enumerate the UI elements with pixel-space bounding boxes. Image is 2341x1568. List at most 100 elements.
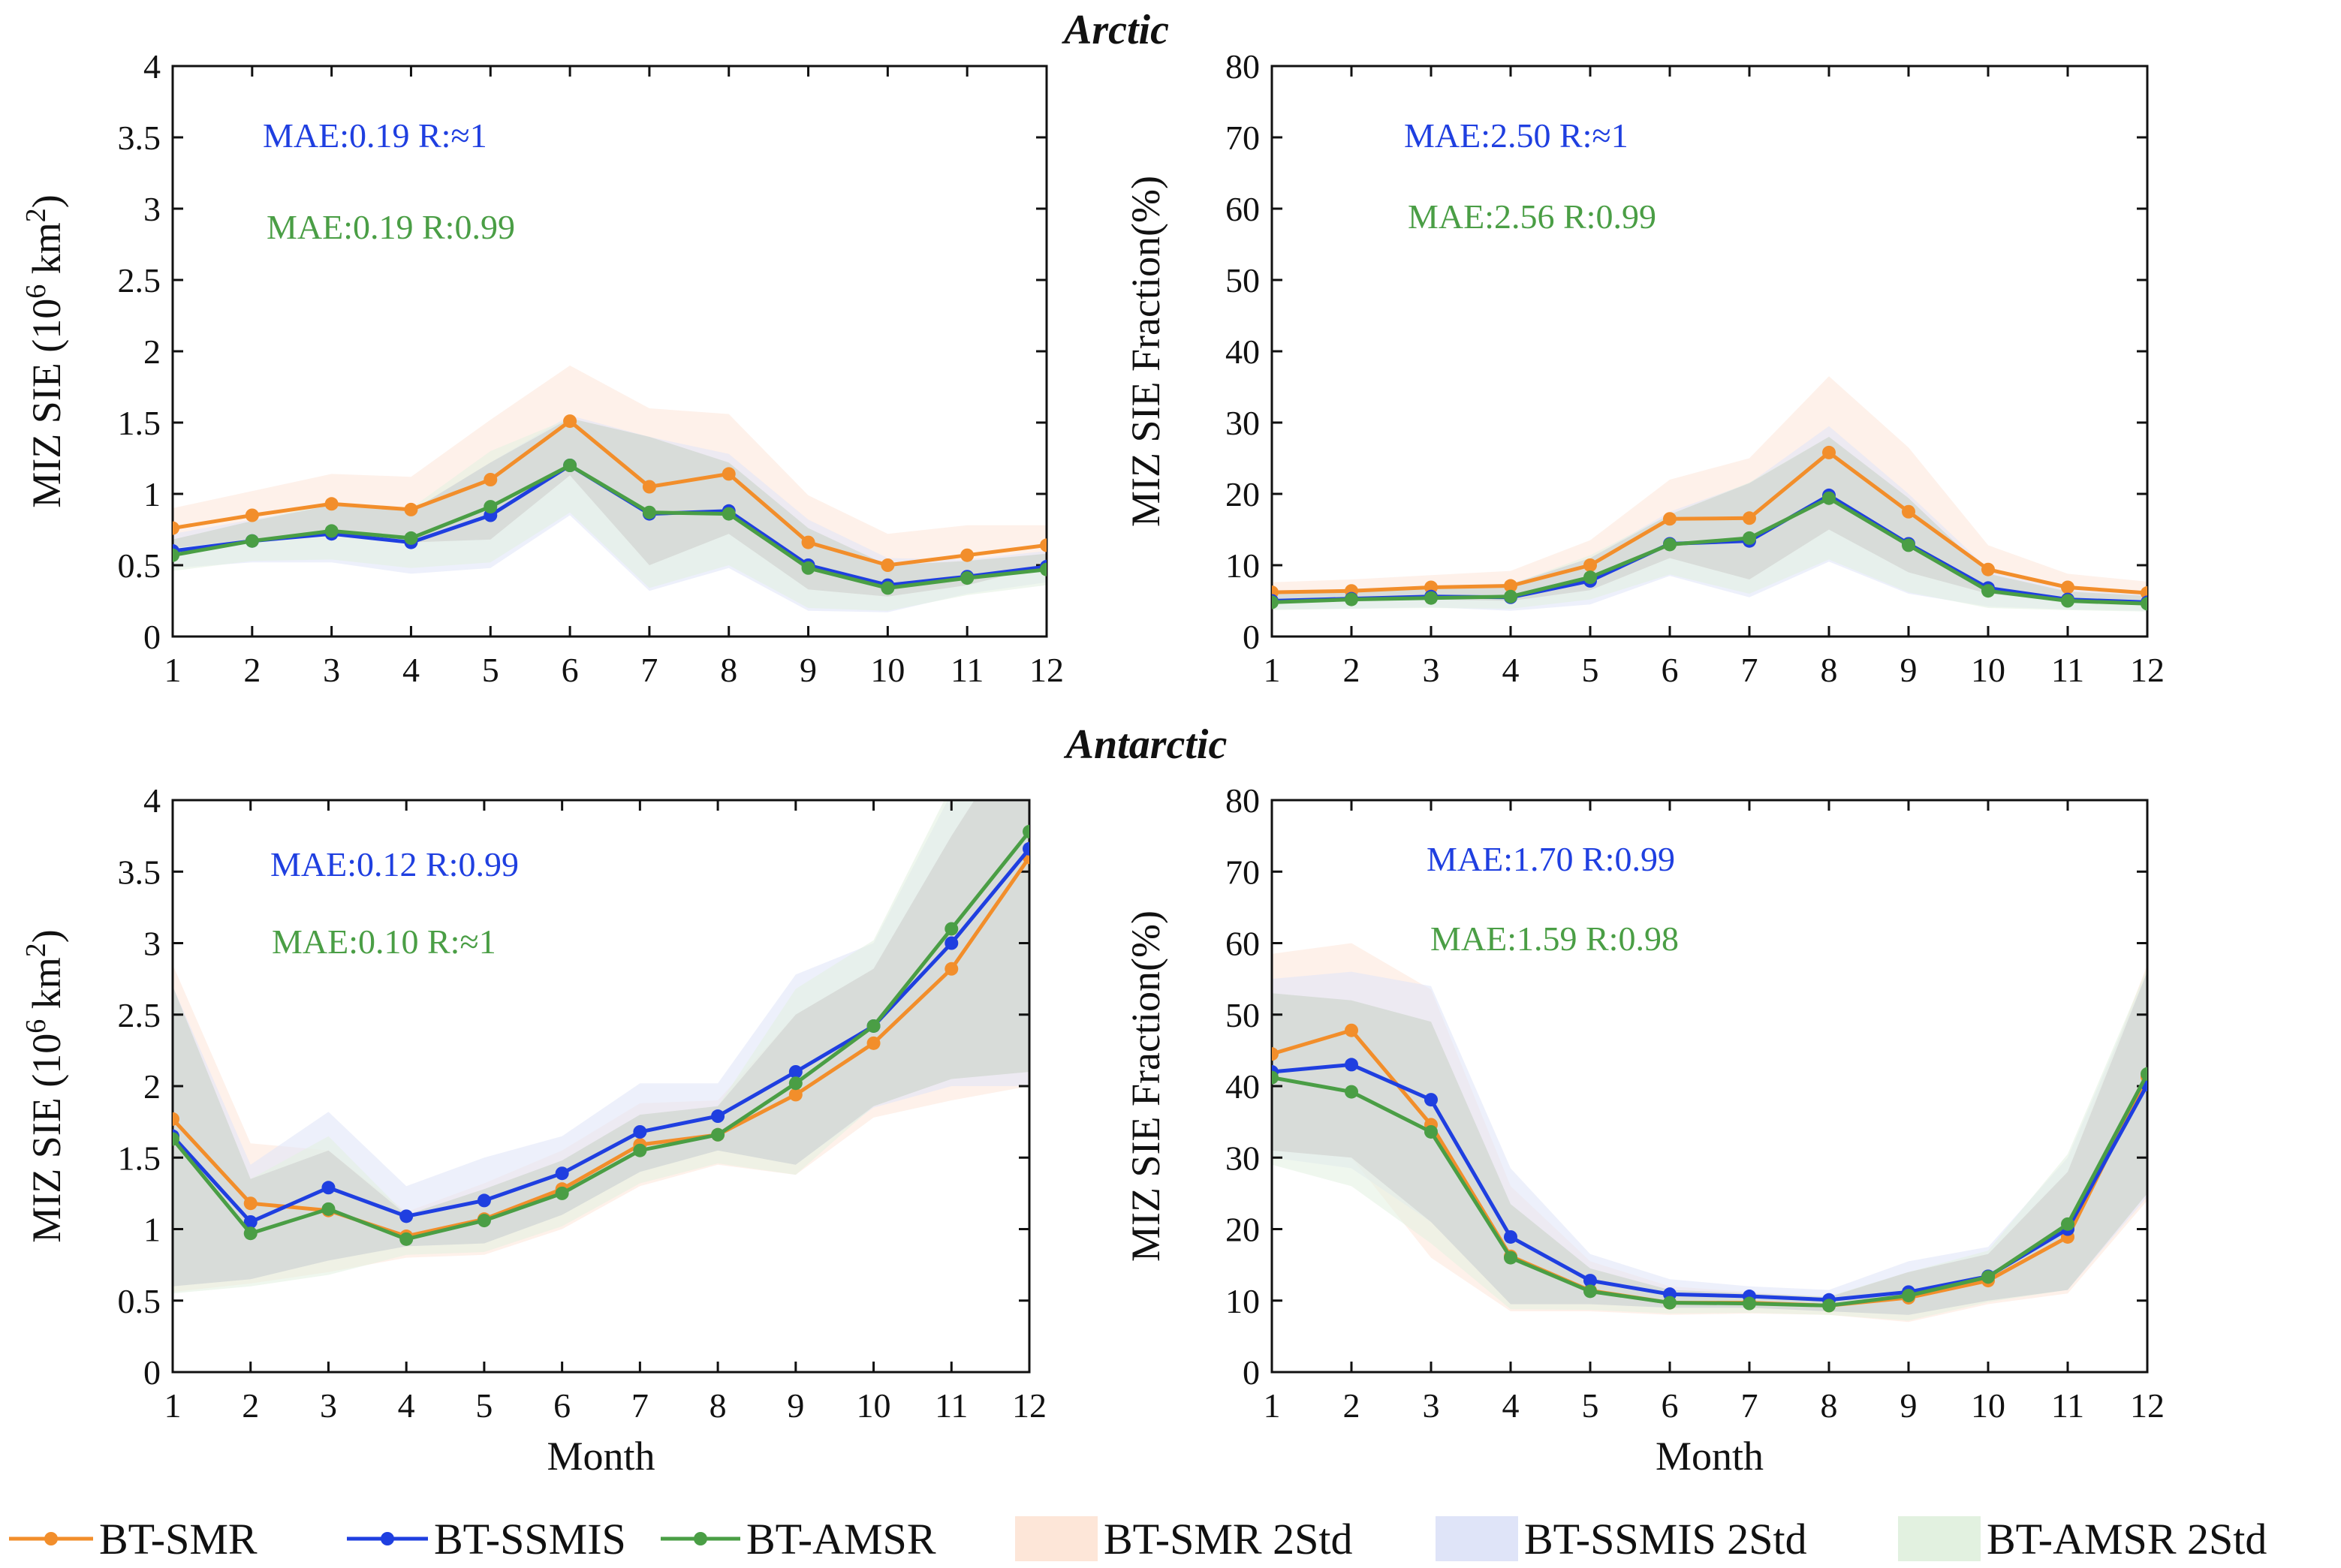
x-tick-label: 12 — [2130, 651, 2165, 689]
band-overlap — [1272, 437, 2147, 605]
point-bt-amsr — [324, 524, 339, 538]
point-bt-amsr — [1902, 1289, 1915, 1303]
point-bt-amsr — [1040, 562, 1047, 576]
stat-annotation-bt-amsr: MAE:0.10 R:≈1 — [272, 922, 496, 961]
y-tick-label: 80 — [1225, 47, 1260, 86]
point-bt-ssmis — [555, 1166, 569, 1181]
point-bt-amsr — [245, 534, 259, 548]
point-bt-smr — [642, 480, 656, 494]
point-bt-smr — [484, 473, 498, 486]
point-bt-amsr — [711, 1127, 725, 1142]
point-bt-smr — [1902, 504, 1915, 519]
x-tick-label: 6 — [1662, 1386, 1679, 1425]
point-bt-amsr — [1023, 824, 1029, 838]
x-tick-label: 3 — [320, 1386, 337, 1425]
point-bt-ssmis — [711, 1109, 725, 1124]
x-tick-label: 8 — [1821, 1386, 1838, 1425]
point-bt-amsr — [1424, 591, 1438, 605]
legend-label: BT-SMR — [99, 1515, 258, 1563]
point-bt-amsr — [788, 1076, 803, 1091]
series-line-bt-smr — [173, 418, 1047, 567]
point-bt-amsr — [2061, 1217, 2074, 1231]
x-tick-label: 2 — [1343, 651, 1360, 689]
point-bt-smr — [563, 414, 577, 429]
x-tick-label: 1 — [164, 651, 182, 689]
y-tick-label: 3 — [143, 925, 161, 963]
point-bt-smr — [722, 467, 736, 481]
point-bt-smr — [1504, 579, 1517, 593]
point-bt-smr — [243, 1196, 258, 1211]
x-tick-label: 4 — [1502, 1386, 1520, 1425]
region-title-arctic: Arctic — [1062, 7, 1169, 53]
point-bt-amsr — [1504, 1250, 1517, 1265]
legend-item-bt-amsr-2std: BT-AMSR 2Std — [1898, 1515, 2267, 1563]
point-bt-ssmis — [399, 1209, 414, 1223]
y-axis-label: MIZ SIE Fraction(%) — [1123, 176, 1168, 527]
y-tick-label: 0.5 — [118, 1282, 161, 1320]
point-bt-ssmis — [788, 1064, 803, 1079]
x-tick-label: 12 — [1029, 651, 1064, 689]
y-tick-label: 0 — [1243, 618, 1260, 656]
point-bt-amsr — [399, 1232, 414, 1246]
legend-item-bt-amsr: BT-AMSR — [661, 1515, 936, 1563]
y-tick-label: 1.5 — [118, 1139, 161, 1177]
x-tick-label: 8 — [710, 1386, 727, 1425]
x-tick-label: 11 — [2051, 1386, 2084, 1425]
x-tick-label: 3 — [323, 651, 340, 689]
x-tick-label: 7 — [631, 1386, 649, 1425]
point-bt-ssmis — [321, 1181, 336, 1195]
y-axis-label: MIZ SIE (106 km2) — [20, 194, 69, 507]
region-title-antarctic: Antarctic — [1064, 721, 1228, 768]
point-bt-amsr — [866, 1019, 881, 1033]
legend-label: BT-AMSR 2Std — [1987, 1515, 2267, 1563]
x-axis-label: Month — [1656, 1434, 1764, 1479]
point-bt-amsr — [642, 505, 656, 519]
y-tick-label: 40 — [1225, 333, 1260, 371]
y-tick-label: 50 — [1225, 261, 1260, 299]
point-bt-smr — [1583, 558, 1597, 572]
series-line-bt-smr — [173, 856, 1029, 1238]
point-bt-ssmis — [1583, 1274, 1597, 1288]
band-overlap — [173, 418, 1047, 597]
x-tick-label: 1 — [1264, 651, 1281, 689]
y-tick-label: 0 — [1243, 1353, 1260, 1392]
x-tick-label: 5 — [482, 651, 499, 689]
y-tick-label: 10 — [1225, 1282, 1260, 1320]
legend-label: BT-SSMIS — [434, 1515, 626, 1563]
y-tick-label: 30 — [1225, 404, 1260, 442]
point-bt-amsr — [243, 1226, 258, 1241]
y-tick-label: 2.5 — [118, 996, 161, 1034]
point-bt-ssmis — [243, 1214, 258, 1229]
legend-item-bt-smr: BT-SMR — [9, 1515, 258, 1563]
x-tick-label: 9 — [1900, 651, 1918, 689]
point-bt-amsr — [1272, 1070, 1279, 1085]
x-tick-label: 6 — [1662, 651, 1679, 689]
x-tick-label: 8 — [720, 651, 737, 689]
y-tick-label: 3.5 — [118, 853, 161, 891]
point-bt-amsr — [1743, 531, 1756, 545]
y-tick-label: 60 — [1225, 190, 1260, 228]
x-tick-label: 4 — [398, 1386, 415, 1425]
x-tick-label: 11 — [935, 1386, 968, 1425]
point-bt-amsr — [2141, 597, 2147, 611]
x-tick-label: 11 — [2051, 651, 2084, 689]
point-bt-amsr — [1345, 1085, 1358, 1099]
y-axis-label: MIZ SIE (106 km2) — [20, 929, 69, 1242]
x-tick-label: 2 — [243, 651, 261, 689]
series-line-bt-amsr — [1272, 495, 2147, 606]
y-tick-label: 60 — [1225, 925, 1260, 963]
point-bt-ssmis — [945, 936, 959, 950]
x-tick-label: 6 — [562, 651, 579, 689]
series-line-bt-amsr — [1272, 1073, 2147, 1308]
point-bt-smr — [866, 1036, 881, 1050]
y-tick-label: 4 — [143, 47, 161, 86]
x-tick-label: 6 — [553, 1386, 571, 1425]
point-bt-amsr — [1345, 592, 1358, 606]
point-bt-amsr — [563, 459, 577, 472]
x-tick-label: 5 — [475, 1386, 493, 1425]
x-tick-label: 12 — [1012, 1386, 1047, 1425]
x-axis-label: Month — [547, 1434, 655, 1479]
point-bt-amsr — [1981, 1270, 1995, 1284]
stat-annotation-bt-amsr: MAE:2.56 R:0.99 — [1408, 197, 1656, 236]
y-tick-label: 50 — [1225, 996, 1260, 1034]
